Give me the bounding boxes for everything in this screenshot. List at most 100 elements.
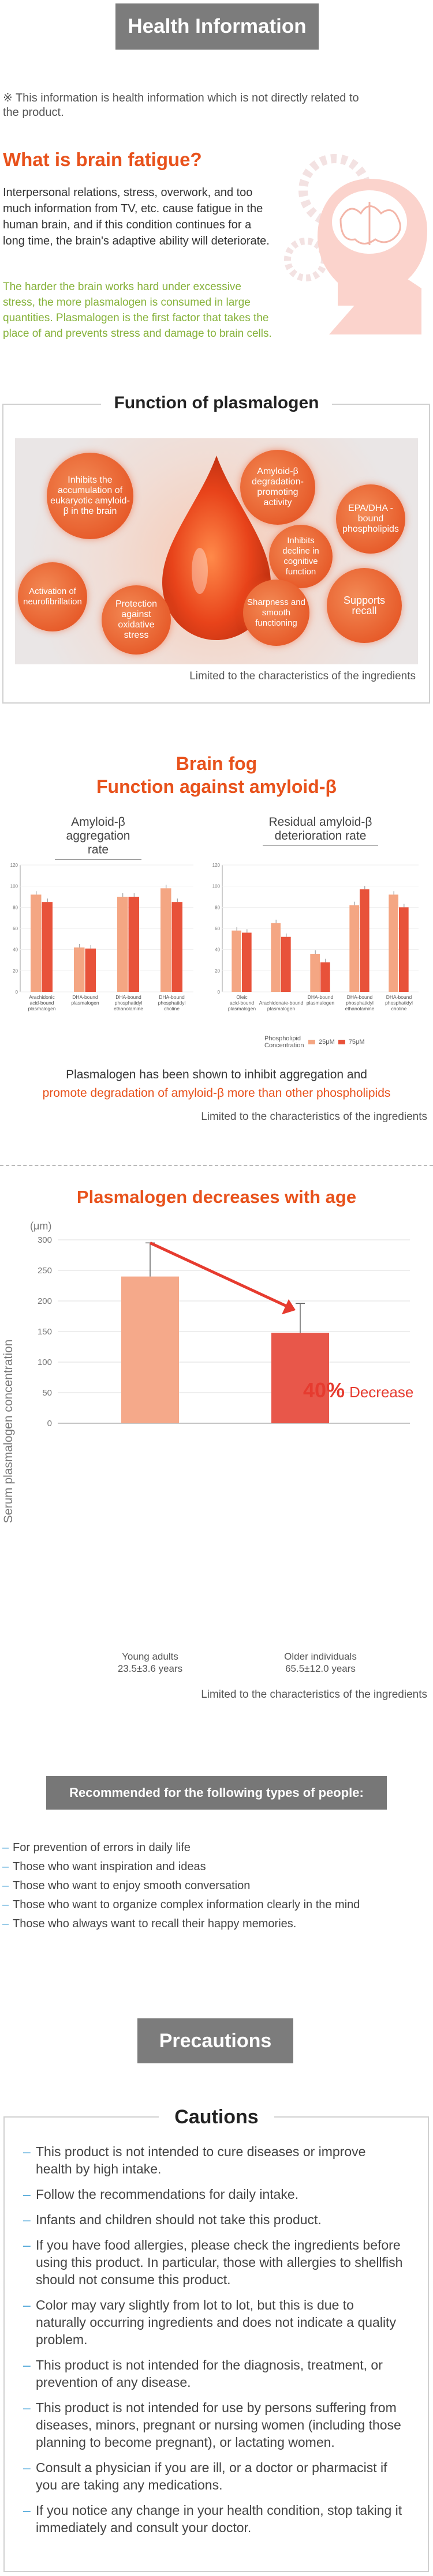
list-item: For prevention of errors in daily life <box>2 1838 430 1857</box>
age-chart-ylabel: Serum plasmalogen concentration <box>2 1339 15 1524</box>
list-item: Those who want to enjoy smooth conversat… <box>2 1876 430 1896</box>
function-diagram: Inhibits the accumulation of eukaryotic … <box>15 438 418 664</box>
deterioration-bar <box>349 905 359 992</box>
function-bubble-7: Sharpness and smooth functioning <box>243 580 309 646</box>
list-item: This product is not intended to cure dis… <box>23 2143 404 2178</box>
deterioration-tick-label: 20 <box>215 968 220 973</box>
legend-label: Phospholipid Concentration <box>264 1035 304 1049</box>
deterioration-category-label: DHA-bound phosphatidyl choline <box>385 994 413 1011</box>
list-item: Those who want to organize complex infor… <box>2 1896 430 1915</box>
aggregation-bar <box>128 897 139 992</box>
legend-swatch-1 <box>308 1040 315 1044</box>
age-category-1: Young adults 23.5±3.6 years <box>117 1651 183 1674</box>
aggregation-bar <box>42 902 53 992</box>
age-tick-label: 300 <box>38 1235 52 1245</box>
recommended-title: Recommended for the following types of p… <box>46 1776 387 1810</box>
list-item: Color may vary slightly from lot to lot,… <box>23 2296 404 2348</box>
deterioration-category-label: Oleic acid-bound plasmalogen <box>228 994 256 1011</box>
aggregation-tick-label: 120 <box>10 863 18 868</box>
deterioration-bar <box>232 930 241 992</box>
deterioration-bar <box>399 907 409 992</box>
age-tick-label: 200 <box>38 1296 52 1306</box>
decrease-word: Decrease <box>349 1383 414 1401</box>
deterioration-tick-label: 120 <box>212 863 221 868</box>
deterioration-bar <box>242 932 252 992</box>
deterioration-category-label: DHA-bound plasmalogen <box>307 994 334 1006</box>
function-bubble-1: Inhibits the accumulation of eukaryotic … <box>47 453 133 539</box>
disclaimer: ※ This information is health information… <box>3 92 359 119</box>
list-item: If you notice any change in your health … <box>23 2502 404 2536</box>
list-item: Infants and children should not take thi… <box>23 2211 404 2228</box>
precautions-title: Precautions <box>137 2018 293 2063</box>
age-chart-footnote: Limited to the characteristics of the in… <box>201 1688 427 1701</box>
brain-fog-title-line1: Brain fog <box>176 753 257 774</box>
aggregation-bar <box>74 947 85 992</box>
deterioration-tick-label: 40 <box>215 947 220 953</box>
list-item: Those who want inspiration and ideas <box>2 1857 430 1876</box>
age-tick-label: 0 <box>47 1419 52 1428</box>
deterioration-tick-label: 100 <box>212 884 221 889</box>
deterioration-bar <box>360 889 369 992</box>
aggregation-bar <box>171 902 182 992</box>
legend-swatch-2 <box>338 1040 345 1044</box>
age-chart-title: Plasmalogen decreases with age <box>76 1187 357 1207</box>
deterioration-bar <box>310 954 320 992</box>
brain-fog-summary: Plasmalogen has been shown to inhibit ag… <box>0 1066 433 1103</box>
chart-left-title: Amyloid-β aggregation rate <box>55 815 141 860</box>
deterioration-bar <box>281 937 291 992</box>
decrease-arrowhead <box>282 1299 296 1315</box>
page-title: Health Information <box>115 3 319 50</box>
oil-droplet <box>162 456 271 640</box>
list-item: Those who always want to recall their ha… <box>2 1915 430 1934</box>
deterioration-category-label: DHA-bound phosphatidyl ethanolamine <box>345 994 374 1011</box>
aggregation-category-label: DHA-bound phosphatidyl choline <box>158 994 186 1011</box>
function-title: Function of plasmalogen <box>101 393 332 413</box>
aggregation-tick-label: 20 <box>13 968 18 973</box>
aggregation-bar <box>85 948 96 992</box>
summary-line2: promote degradation of amyloid-β more th… <box>42 1086 391 1100</box>
decrease-callout: 40% Decrease <box>303 1378 413 1402</box>
aggregation-tick-label: 0 <box>16 990 18 995</box>
deterioration-bar <box>271 923 281 992</box>
list-item: If you have food allergies, please check… <box>23 2236 404 2288</box>
deterioration-bar <box>389 894 398 992</box>
cautions-list: This product is not intended to cure dis… <box>23 2143 404 2544</box>
list-item: This product is not intended for the dia… <box>23 2356 404 2391</box>
aggregation-bar <box>160 888 171 992</box>
section-divider <box>0 1165 433 1166</box>
age-chart: 0 50 100 150 200 250 300 <box>38 1235 410 1428</box>
function-bubble-8: Supports recall <box>327 568 402 643</box>
head-gears-illustration <box>254 138 427 358</box>
recommended-list: For prevention of errors in daily life T… <box>2 1838 430 1934</box>
aggregation-tick-label: 100 <box>10 884 18 889</box>
brain-fog-title: Brain fog Function against amyloid-β <box>0 752 433 798</box>
legend-item-2: 75μM <box>348 1039 365 1046</box>
age-tick-label: 150 <box>38 1327 52 1337</box>
deterioration-tick-label: 0 <box>218 990 221 995</box>
aggregation-bar <box>117 897 128 992</box>
function-bubble-6: Protection against oxidative stress <box>102 585 171 655</box>
deterioration-category-label: Arachidonate-bound plasmalogen <box>259 1000 304 1011</box>
aggregation-category-label: Arachidonic acid-bound plasmalogen <box>28 994 55 1011</box>
list-item: Consult a physician if you are ill, or a… <box>23 2459 404 2494</box>
age-tick-label: 250 <box>38 1266 52 1276</box>
age-tick-label: 100 <box>38 1357 52 1367</box>
decrease-arrow <box>149 1242 290 1308</box>
deterioration-tick-label: 80 <box>215 905 220 910</box>
function-bubble-4: Inhibits decline in cognitive function <box>269 525 333 588</box>
brain-fatigue-title: What is brain fatigue? <box>3 149 202 170</box>
deterioration-tick-label: 60 <box>215 926 220 931</box>
legend-item-1: 25μM <box>319 1039 335 1046</box>
age-category-2: Older individuals 65.5±12.0 years <box>284 1651 357 1674</box>
aggregation-tick-label: 80 <box>13 905 18 910</box>
summary-line1: Plasmalogen has been shown to inhibit ag… <box>66 1068 367 1081</box>
brain-fog-footnote: Limited to the characteristics of the in… <box>201 1111 427 1123</box>
brain-fatigue-highlight: The harder the brain works hard under ex… <box>3 281 272 340</box>
function-bubble-2: Amyloid-β degradation-promoting activity <box>240 450 315 525</box>
list-item: This product is not intended for use by … <box>23 2399 404 2451</box>
function-bubble-5: Activation of neurofibrillation <box>18 562 87 631</box>
age-bar <box>271 1333 329 1423</box>
brain-fatigue-body: Interpersonal relations, stress, overwor… <box>3 186 270 247</box>
chart-right-title: Residual amyloid-β deterioration rate <box>263 815 378 846</box>
brain-fog-title-line2: Function against amyloid-β <box>96 776 337 797</box>
